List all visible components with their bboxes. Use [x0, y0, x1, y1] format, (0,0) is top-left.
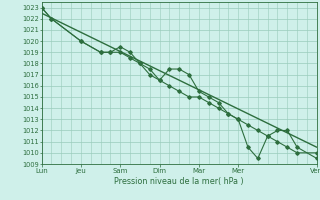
- X-axis label: Pression niveau de la mer( hPa ): Pression niveau de la mer( hPa ): [114, 177, 244, 186]
